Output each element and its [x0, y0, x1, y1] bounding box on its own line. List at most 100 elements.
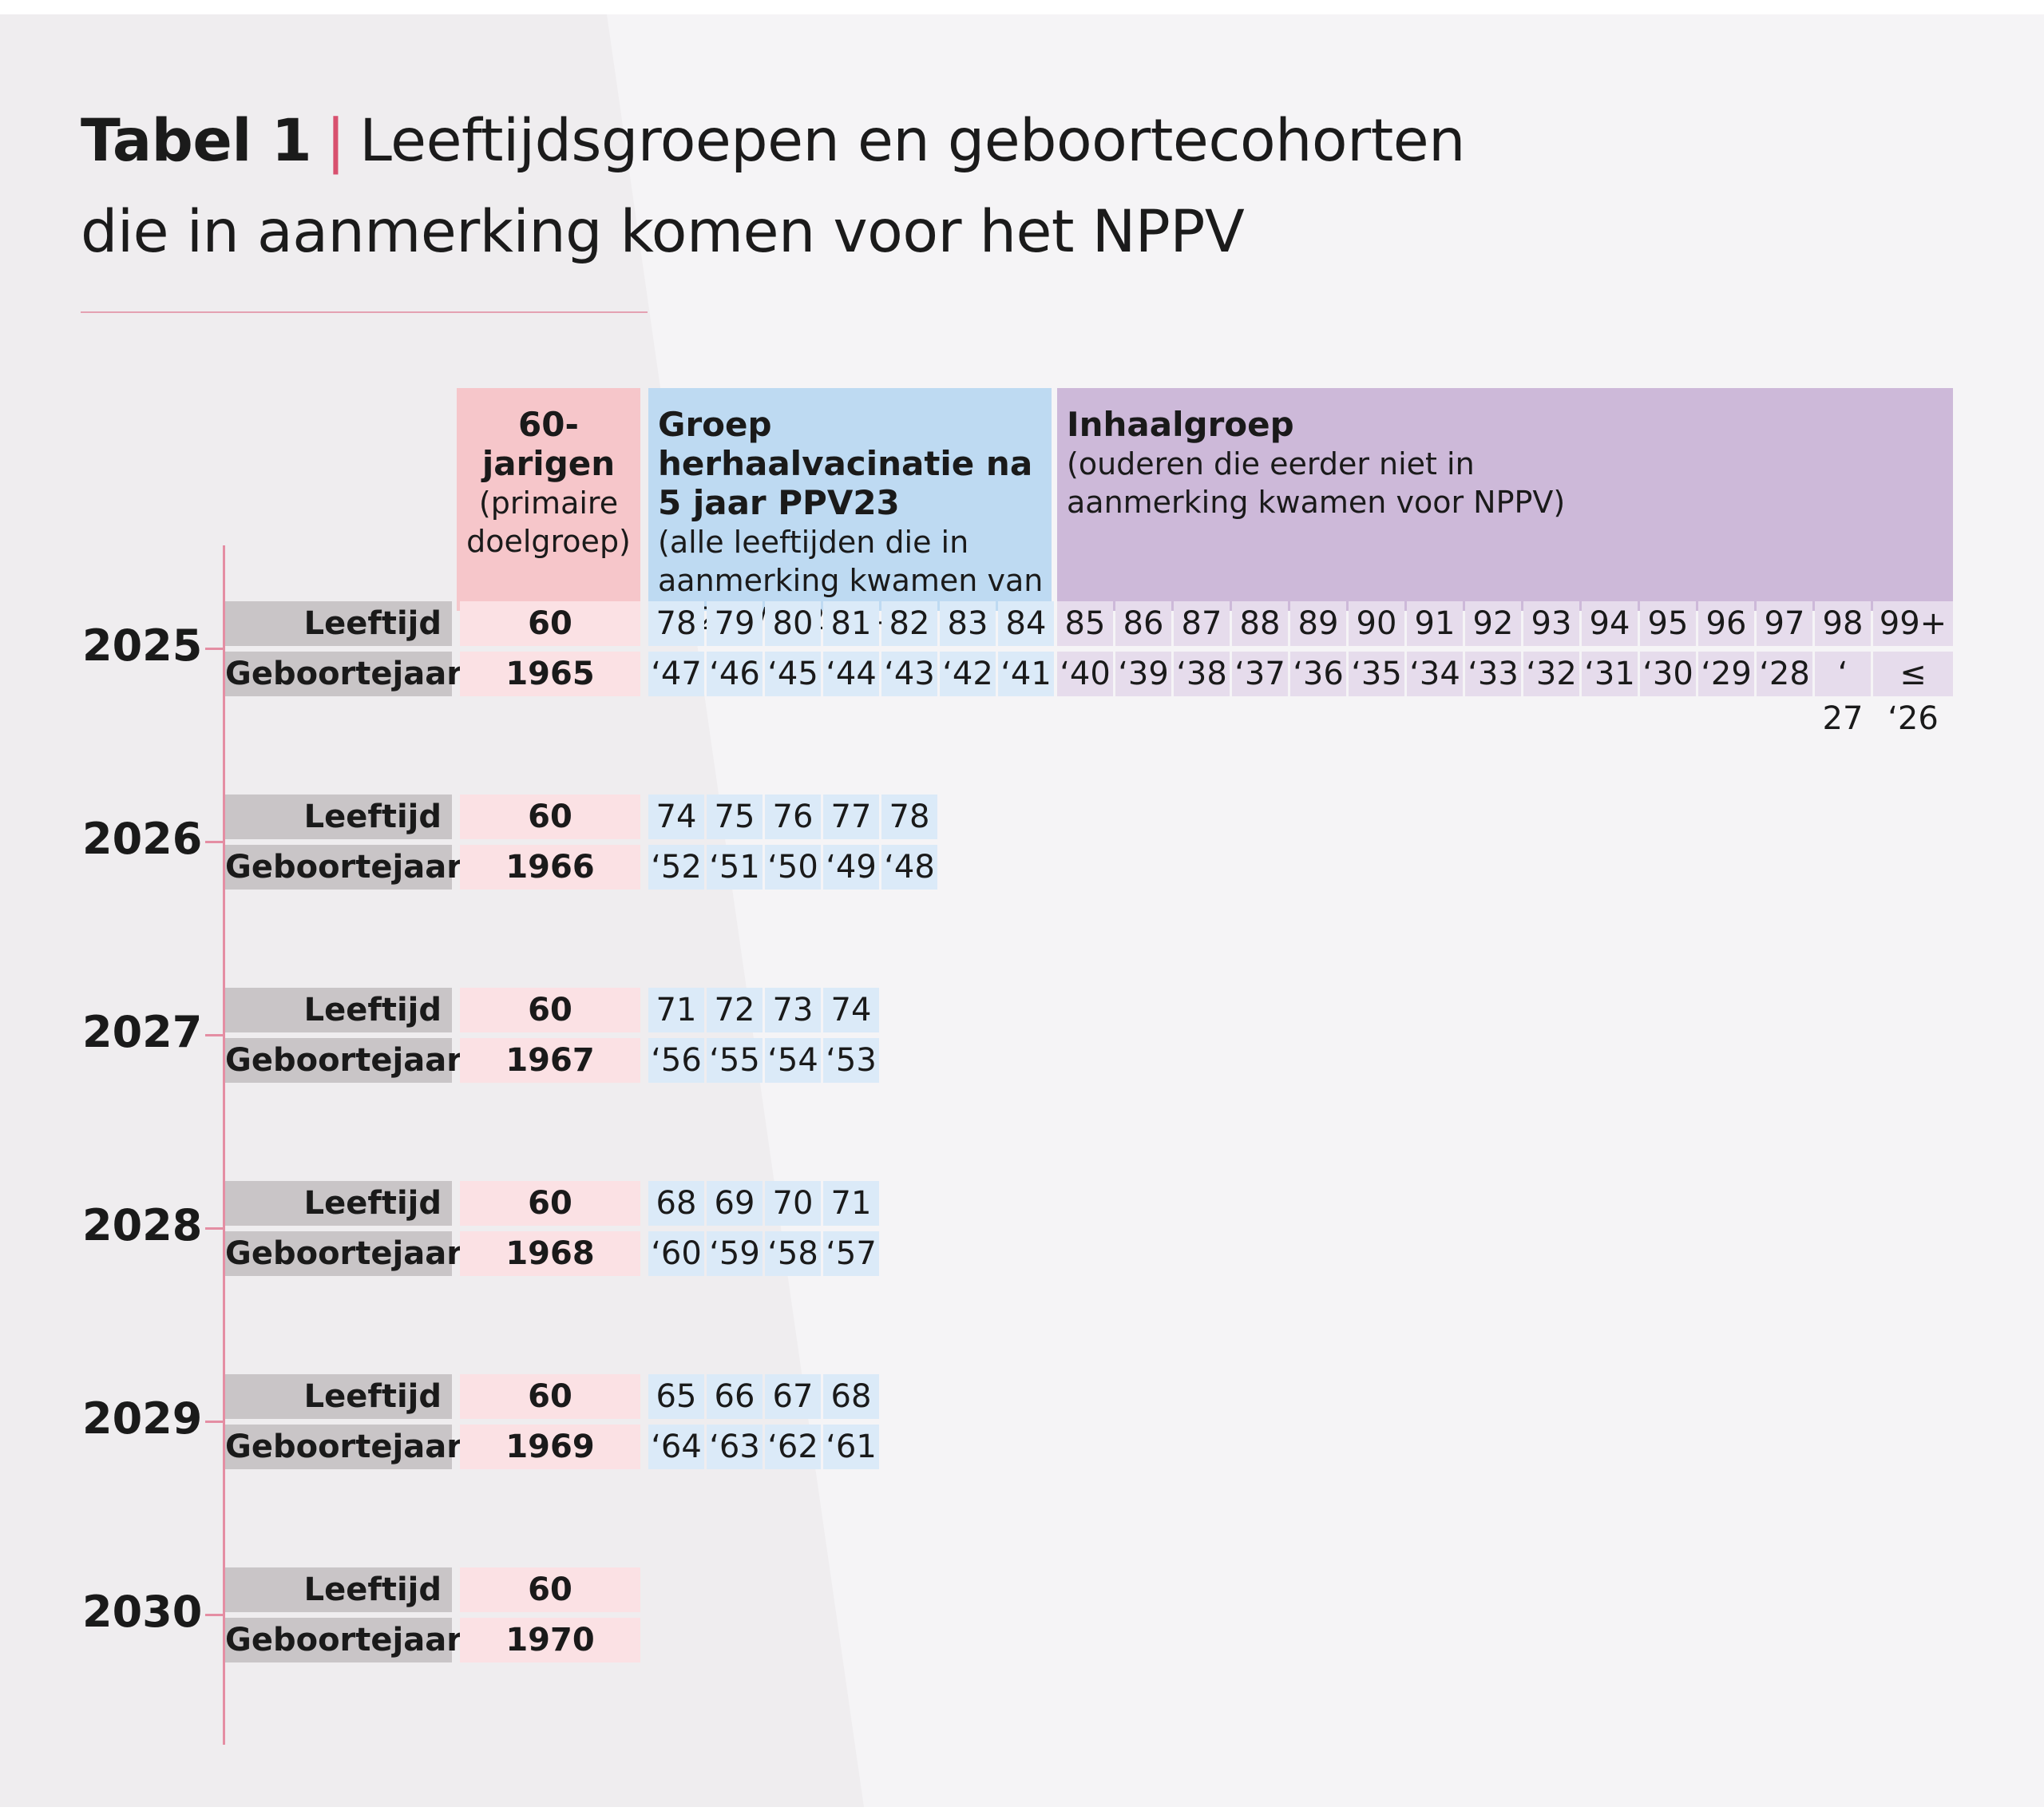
repeat-birth-cell: ‘63 [707, 1425, 763, 1469]
catchup-birth-cell: ‘35 [1349, 652, 1404, 696]
background-shape [0, 14, 864, 1807]
catchup-age-cell: 91 [1407, 601, 1463, 646]
row-label-age: Leeftijd [225, 1567, 452, 1612]
repeat-age-cell: 71 [648, 988, 704, 1032]
catchup-age-cell: 98 [1815, 601, 1871, 646]
repeat-age-cell: 78 [648, 601, 704, 646]
repeat-birth-cell: ‘48 [881, 845, 937, 890]
catchup-birth-cell: ‘31 [1582, 652, 1638, 696]
catchup-birth-cell: ‘29 [1698, 652, 1754, 696]
row-label-birth: Geboortejaar [225, 1425, 462, 1469]
catchup-age-cell: 92 [1465, 601, 1521, 646]
timeline-tick [205, 1034, 223, 1036]
catchup-birth-cell: ‘33 [1465, 652, 1521, 696]
repeat-age-cell: 69 [707, 1181, 763, 1226]
repeat-birth-cell: ‘43 [881, 652, 937, 696]
repeat-birth-cell: ‘61 [823, 1425, 879, 1469]
catchup-birth-cell: ‘30 [1640, 652, 1696, 696]
row-label-age: Leeftijd [225, 1374, 452, 1419]
repeat-birth-cell: ‘54 [765, 1038, 821, 1083]
catchup-age-cell: 95 [1640, 601, 1696, 646]
catchup-age-cell: 97 [1757, 601, 1812, 646]
year-label: 2029 [82, 1393, 203, 1444]
primary-age-cell: 60 [460, 1374, 640, 1419]
row-label-birth: Geboortejaar [225, 845, 462, 890]
repeat-birth-cell: ‘45 [765, 652, 821, 696]
repeat-birth-cell: ‘49 [823, 845, 879, 890]
repeat-birth-cell: ‘55 [707, 1038, 763, 1083]
header-primary-title: 60-jarigen [481, 405, 616, 483]
catchup-age-cell: 94 [1582, 601, 1638, 646]
catchup-birth-cell: ‘38 [1174, 652, 1230, 696]
repeat-birth-cell: ‘59 [707, 1231, 763, 1276]
page-canvas: Tabel 1 | Leeftijdsgroepen en geboortecoho… [0, 14, 2044, 1807]
row-label-age: Leeftijd [225, 1181, 452, 1226]
year-label: 2027 [82, 1007, 203, 1057]
timeline-line [223, 545, 225, 1745]
catchup-age-cell: 85 [1057, 601, 1113, 646]
primary-birth-cell: 1970 [460, 1618, 640, 1662]
header-primary-group: 60-jarigen (primaire doelgroep) [457, 388, 640, 611]
header-repeat-title: Groep herhaalvacinatie na 5 jaar PPV23 [658, 405, 1033, 522]
repeat-age-cell: 74 [823, 988, 879, 1032]
repeat-age-cell: 68 [648, 1181, 704, 1226]
catchup-birth-cell: ‘34 [1407, 652, 1463, 696]
repeat-age-cell: 71 [823, 1181, 879, 1226]
primary-birth-cell: 1966 [460, 845, 640, 890]
repeat-age-cell: 79 [707, 601, 763, 646]
repeat-birth-cell: ‘51 [707, 845, 763, 890]
year-label: 2030 [82, 1587, 203, 1637]
repeat-age-cell: 77 [823, 795, 879, 839]
title-rule [81, 311, 648, 313]
repeat-age-cell: 74 [648, 795, 704, 839]
repeat-age-cell: 70 [765, 1181, 821, 1226]
catchup-birth-cell: ≤ ‘26 [1873, 652, 1953, 737]
header-catchup-subtitle: (ouderen die eerder niet in aanmerking k… [1067, 446, 1566, 520]
catchup-birth-cell: ‘32 [1523, 652, 1579, 696]
repeat-age-cell: 80 [765, 601, 821, 646]
repeat-birth-cell: ‘50 [765, 845, 821, 890]
header-catchup-group: Inhaalgroep (ouderen die eerder niet in … [1057, 388, 1953, 611]
row-label-age: Leeftijd [225, 988, 452, 1032]
year-label: 2025 [82, 620, 203, 671]
row-label-age: Leeftijd [225, 795, 452, 839]
timeline-tick [205, 1614, 223, 1616]
catchup-age-cell: 99+ [1873, 601, 1953, 646]
repeat-age-cell: 66 [707, 1374, 763, 1419]
catchup-birth-cell: ‘36 [1290, 652, 1346, 696]
catchup-age-cell: 96 [1698, 601, 1754, 646]
repeat-age-cell: 75 [707, 795, 763, 839]
catchup-age-cell: 93 [1523, 601, 1579, 646]
repeat-age-cell: 81 [823, 601, 879, 646]
primary-age-cell: 60 [460, 1567, 640, 1612]
timeline-tick [205, 648, 223, 650]
row-label-birth: Geboortejaar [225, 1618, 462, 1662]
catchup-birth-cell: ‘28 [1757, 652, 1812, 696]
repeat-age-cell: 83 [940, 601, 996, 646]
timeline-tick [205, 1421, 223, 1423]
title-separator: | [326, 107, 346, 175]
primary-birth-cell: 1967 [460, 1038, 640, 1083]
repeat-birth-cell: ‘52 [648, 845, 704, 890]
row-label-birth: Geboortejaar [225, 1231, 462, 1276]
repeat-age-cell: 76 [765, 795, 821, 839]
repeat-birth-cell: ‘58 [765, 1231, 821, 1276]
repeat-birth-cell: ‘44 [823, 652, 879, 696]
repeat-age-cell: 84 [998, 601, 1054, 646]
title-line-2: die in aanmerking komen voor het NPPV [81, 198, 1245, 266]
row-label-birth: Geboortejaar [225, 652, 462, 696]
catchup-birth-cell: ‘ 27 [1815, 652, 1871, 737]
repeat-birth-cell: ‘42 [940, 652, 996, 696]
catchup-age-cell: 86 [1115, 601, 1171, 646]
primary-birth-cell: 1968 [460, 1231, 640, 1276]
repeat-age-cell: 72 [707, 988, 763, 1032]
repeat-age-cell: 65 [648, 1374, 704, 1419]
repeat-age-cell: 67 [765, 1374, 821, 1419]
title-line-1: Leeftijdsgroepen en geboortecohorten [359, 107, 1465, 175]
year-label: 2028 [82, 1200, 203, 1250]
catchup-birth-cell: ‘37 [1232, 652, 1288, 696]
primary-age-cell: 60 [460, 988, 640, 1032]
primary-age-cell: 60 [460, 601, 640, 646]
timeline-tick [205, 1227, 223, 1230]
catchup-birth-cell: ‘39 [1115, 652, 1171, 696]
